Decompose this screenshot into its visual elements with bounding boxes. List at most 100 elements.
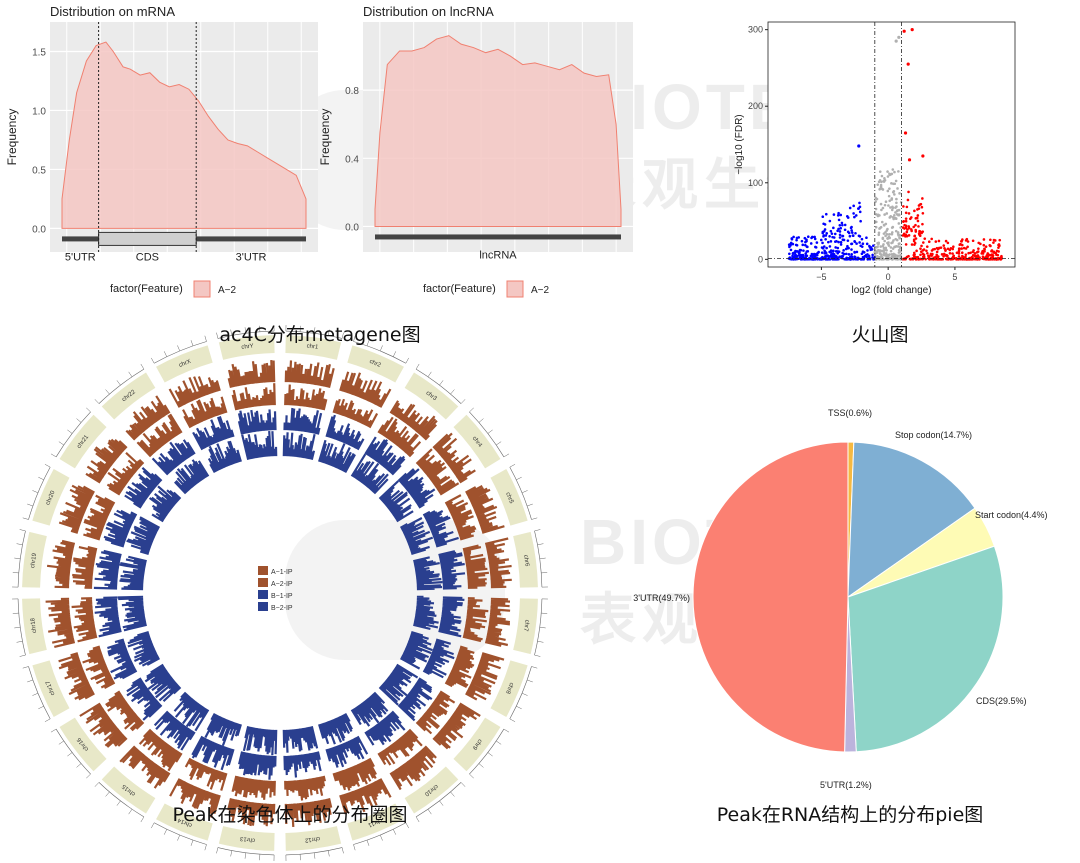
volcano-point [819, 258, 823, 261]
volcano-point [880, 180, 883, 184]
scale-tick [204, 335, 207, 342]
volcano-point [804, 254, 808, 257]
volcano-point [883, 203, 887, 207]
tick-arc [353, 822, 407, 845]
track-3 [465, 485, 505, 534]
volcano-point [889, 249, 893, 253]
scale-tick [230, 850, 233, 857]
volcano-point [823, 257, 827, 261]
volcano-point [919, 247, 922, 250]
track-3 [389, 400, 438, 441]
volcano-point [920, 244, 923, 248]
volcano-point [921, 211, 925, 215]
volcano-point [888, 216, 892, 219]
volcano-point [829, 251, 833, 254]
track-1 [422, 638, 455, 679]
volcano-point [904, 217, 908, 220]
y-tick-label: 0.5 [32, 165, 46, 176]
chromosome-label: chr17 [45, 679, 57, 696]
volcano-point [894, 217, 898, 221]
track-0 [413, 556, 443, 591]
track-2 [82, 645, 116, 689]
volcano-point [893, 213, 896, 217]
tick-arc [353, 341, 407, 364]
tick-arc [217, 330, 275, 339]
volcano-point [960, 243, 964, 247]
track-2 [182, 396, 228, 429]
volcano-point [966, 245, 969, 249]
legend-label: A−2 [218, 285, 237, 296]
volcano-point [853, 215, 856, 219]
tick-arc [509, 666, 532, 720]
volcano-point [821, 241, 824, 245]
volcano-point [925, 245, 929, 248]
volcano-point [964, 253, 968, 256]
volcano-point [837, 257, 840, 260]
volcano-point [893, 245, 897, 249]
chromosome-label: chrY [241, 343, 254, 351]
pie-slice-label: 5'UTR(1.2%) [820, 780, 872, 790]
volcano-point [895, 213, 899, 216]
volcano-point [873, 253, 877, 257]
chromosome-band [101, 372, 156, 420]
tick-arc [285, 330, 343, 339]
volcano-point [910, 228, 913, 231]
volcano-point [843, 223, 847, 227]
track-2 [284, 775, 326, 801]
volcano-point [839, 226, 843, 230]
track-1 [364, 710, 406, 746]
volcano-point [892, 255, 895, 259]
chromosome-chr16: chr16 [50, 663, 182, 779]
volcano-point [842, 252, 846, 256]
volcano-point [922, 241, 925, 244]
scale-tick [140, 816, 145, 823]
volcano-point [809, 254, 813, 258]
track-1 [107, 638, 138, 680]
volcano-point [884, 234, 887, 238]
tick-arc [17, 530, 26, 588]
volcano-point [886, 189, 890, 193]
volcano-point [860, 252, 864, 256]
volcano-point [811, 256, 815, 260]
volcano-point [893, 257, 897, 261]
volcano-point [890, 198, 893, 201]
volcano-point [852, 204, 855, 208]
volcano-point [858, 205, 862, 209]
scale-tick [58, 441, 64, 446]
chart-title: Distribution on lncRNA [363, 4, 494, 19]
volcano-point [989, 238, 992, 242]
volcano-point [806, 235, 810, 239]
volcano-point [859, 219, 862, 223]
scale-tick [531, 517, 538, 520]
volcano-point [819, 238, 823, 242]
caption-circos: Peak在染色体上的分布圈图 [172, 804, 408, 826]
tick-arc [415, 782, 462, 818]
volcano-point [969, 258, 973, 261]
volcano-point [821, 247, 825, 250]
scale-tick [128, 809, 133, 815]
volcano-point [801, 253, 805, 257]
track-2 [105, 690, 145, 732]
scale-tick [116, 380, 121, 386]
x-tick-label: 5 [952, 272, 957, 282]
volcano-point [957, 247, 961, 250]
volcano-point [918, 229, 921, 233]
track-0 [144, 663, 182, 703]
scale-tick [439, 800, 444, 806]
volcano-point [899, 253, 902, 257]
volcano-point [836, 214, 840, 217]
volcano-point [815, 241, 819, 244]
tick-arc [534, 598, 543, 656]
volcano-point [846, 216, 850, 219]
volcano-point [883, 213, 886, 216]
volcano-point [788, 252, 791, 256]
tick-arc [217, 847, 275, 856]
scale-tick [539, 626, 546, 629]
volcano-point [823, 249, 826, 253]
volcano-point [915, 249, 918, 253]
volcano-point [907, 212, 911, 215]
track-0 [318, 712, 353, 745]
volcano-point [951, 247, 955, 251]
scale-tick [86, 773, 91, 779]
